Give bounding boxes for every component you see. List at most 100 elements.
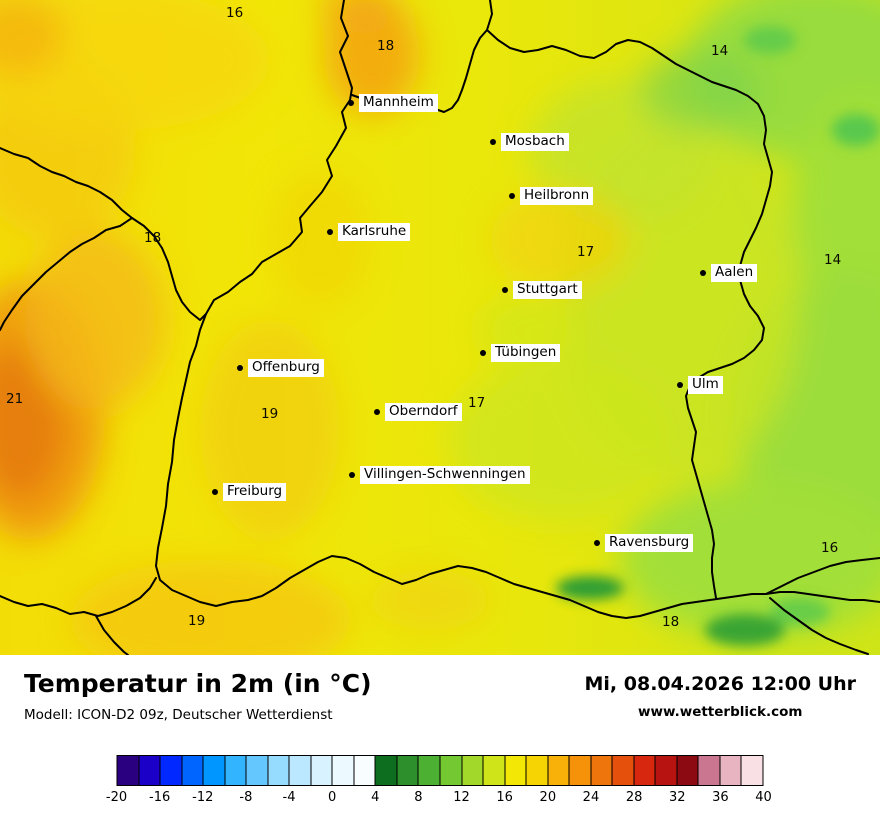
legend-color-cell — [139, 756, 160, 785]
legend-tick-label: 24 — [582, 790, 600, 805]
border-northwest-3 — [131, 217, 207, 321]
legend-color-cell — [160, 756, 182, 785]
city-dot-icon — [509, 193, 515, 199]
city-dot-icon — [700, 270, 706, 276]
border-northwest-2 — [0, 217, 133, 331]
legend-ticks: -20 -16 -12 -8 -4 0 4 8 12 16 20 24 28 32 36 40 — [106, 790, 772, 808]
temperature-value-label: 16 — [821, 540, 839, 556]
legend-tick-label: 28 — [625, 790, 643, 805]
city-marker: Tübingen — [480, 344, 561, 362]
city-label: Ravensburg — [605, 534, 694, 552]
legend-color-cell — [741, 756, 763, 785]
legend-color-cell — [591, 756, 612, 785]
legend-color-cell — [418, 756, 440, 785]
city-dot-icon — [237, 365, 243, 371]
legend-bar — [116, 755, 764, 786]
temperature-value-label: 18 — [662, 614, 680, 630]
city-label: Offenburg — [248, 359, 324, 377]
city-label: Tübingen — [491, 344, 561, 362]
legend-tick-label: -8 — [239, 790, 253, 805]
legend-color-cell — [268, 756, 289, 785]
city-dot-icon — [349, 472, 355, 478]
temperature-value-label: 17 — [577, 244, 595, 260]
legend-color-cell — [720, 756, 741, 785]
city-dot-icon — [480, 350, 486, 356]
legend-tick-label: -16 — [149, 790, 171, 805]
website-url: www.wetterblick.com — [638, 704, 803, 720]
legend-tick-label: -4 — [282, 790, 296, 805]
city-label: Karlsruhe — [338, 223, 411, 241]
legend-color-cell — [289, 756, 311, 785]
border-southwest-1 — [0, 577, 157, 617]
border-northwest-1 — [0, 147, 133, 219]
border-southeast-1 — [765, 557, 880, 595]
legend-tick-label: 8 — [414, 790, 423, 805]
city-label: Freiburg — [223, 483, 287, 501]
city-marker: Freiburg — [212, 483, 287, 501]
city-dot-icon — [374, 409, 380, 415]
city-label: Villingen-Schwenningen — [360, 466, 530, 484]
city-marker: Offenburg — [237, 359, 324, 377]
legend-color-cell — [332, 756, 354, 785]
temperature-value-label: 16 — [226, 5, 244, 21]
city-marker: Aalen — [700, 264, 758, 282]
legend-color-cell — [655, 756, 677, 785]
legend-color-cell — [634, 756, 655, 785]
border-east — [486, 29, 773, 599]
temp-label-layer: 16 18 14 18 17 14 21 19 17 16 19 18 — [6, 5, 842, 630]
city-marker: Karlsruhe — [327, 223, 411, 241]
city-marker: Mannheim — [348, 94, 438, 112]
city-dot-icon — [490, 139, 496, 145]
temperature-blobs — [0, 0, 880, 655]
legend-color-cell — [677, 756, 698, 785]
legend-color-cell — [462, 756, 483, 785]
temperature-value-label: 18 — [144, 230, 162, 246]
legend-tick-label: 40 — [755, 790, 772, 805]
weather-map: 16 18 14 18 17 14 21 19 17 16 19 18 Mannheim Mosbach… — [0, 0, 880, 655]
temperature-field-map — [0, 0, 880, 655]
legend-color-cell — [375, 756, 397, 785]
legend-color-cell — [225, 756, 246, 785]
city-label: Mannheim — [359, 94, 438, 112]
legend-color-cell — [505, 756, 526, 785]
legend-tick-label: 20 — [539, 790, 557, 805]
legend-tick-label: 4 — [371, 790, 380, 805]
temperature-value-label: 19 — [188, 613, 206, 629]
temperature-value-label: 14 — [824, 252, 842, 268]
legend-tick-label: 32 — [668, 790, 686, 805]
map-footer: Temperatur in 2m (in °C) Modell: ICON-D2… — [0, 655, 880, 830]
temperature-value-label: 17 — [468, 395, 486, 411]
legend-color-cell — [397, 756, 418, 785]
border-southwest-2 — [95, 615, 129, 655]
legend-color-cell — [354, 756, 375, 785]
legend-tick-label: 36 — [712, 790, 729, 805]
city-label: Stuttgart — [513, 281, 582, 299]
legend-tick-label: -20 — [105, 790, 128, 805]
city-label: Aalen — [711, 264, 758, 282]
city-dot-icon — [348, 100, 354, 106]
legend-color-cell — [569, 756, 591, 785]
temperature-value-label: 21 — [6, 391, 24, 407]
border-southeast-2 — [769, 597, 869, 655]
city-label: Ulm — [688, 376, 723, 394]
city-label: Heilbronn — [520, 187, 594, 205]
legend-tick-label: 16 — [496, 790, 513, 805]
city-marker: Oberndorf — [374, 403, 462, 421]
border-west-south — [155, 0, 880, 619]
legend-tick-label: 0 — [328, 790, 337, 805]
page-title: Temperatur in 2m (in °C) — [24, 669, 372, 698]
temperature-value-label: 19 — [261, 406, 279, 422]
model-info: Modell: ICON-D2 09z, Deutscher Wetterdie… — [24, 707, 333, 723]
city-label: Oberndorf — [385, 403, 462, 421]
legend-color-cell — [548, 756, 569, 785]
temperature-legend: -20 -16 -12 -8 -4 0 4 8 12 16 20 24 28 32 36 40 — [106, 755, 772, 808]
city-marker: Heilbronn — [509, 187, 594, 205]
temperature-value-label: 18 — [377, 38, 395, 54]
city-marker: Ravensburg — [594, 534, 694, 552]
legend-color-cell — [483, 756, 505, 785]
temperature-value-label: 14 — [711, 43, 729, 59]
city-label: Mosbach — [501, 133, 569, 151]
legend-color-cell — [698, 756, 720, 785]
legend-color-cell — [246, 756, 268, 785]
